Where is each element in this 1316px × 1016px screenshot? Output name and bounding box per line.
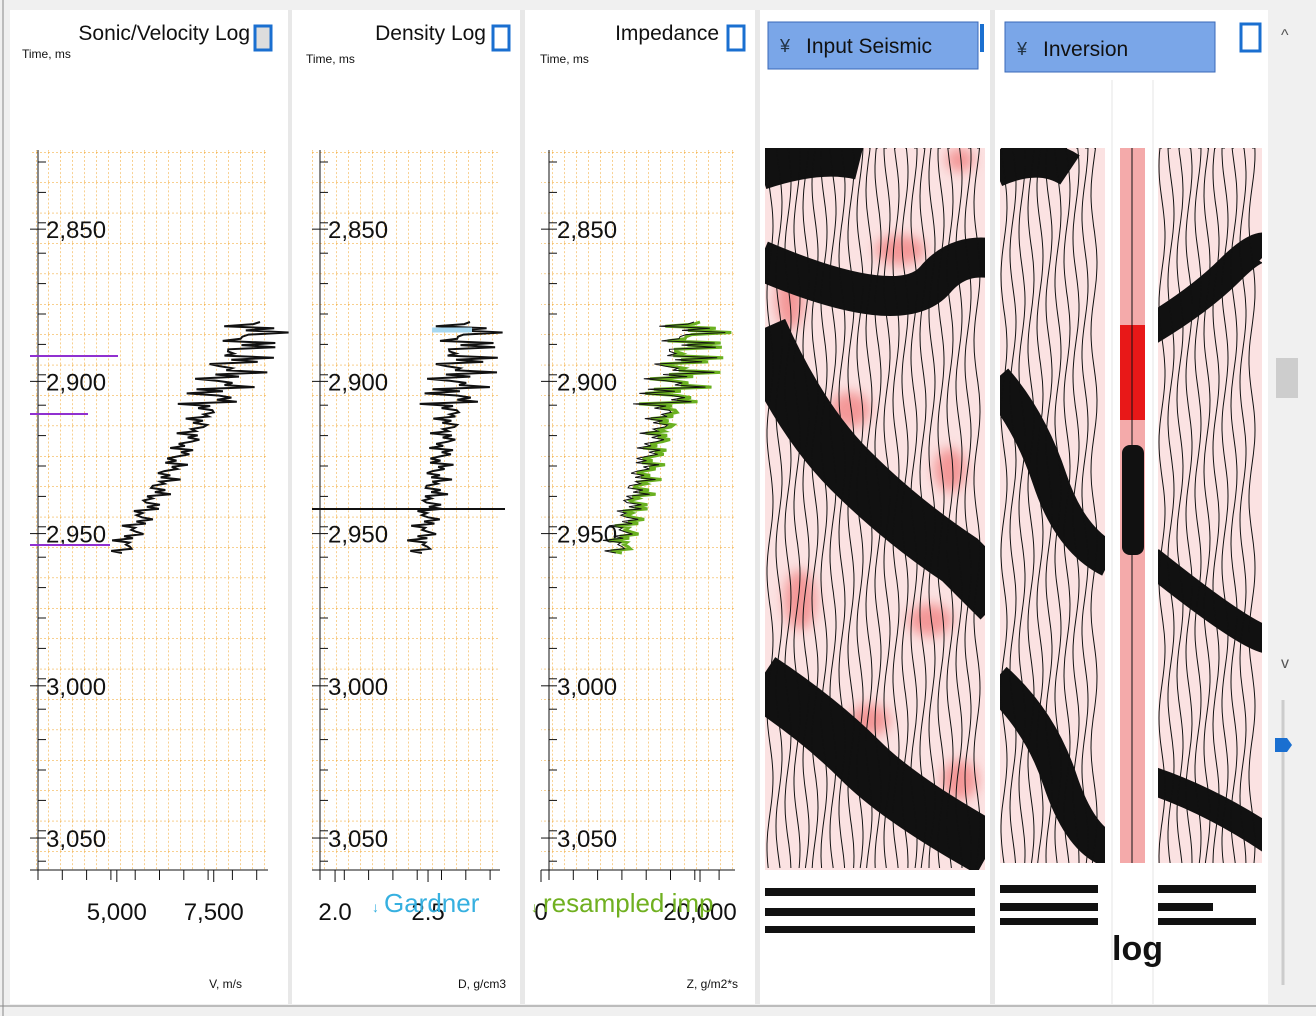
y-tick-label: 3,050 — [328, 826, 388, 853]
log-bar-black — [1122, 445, 1144, 555]
input-seismic-image — [760, 148, 1000, 870]
inversion-image — [995, 148, 1110, 868]
y-tick-label: 3,050 — [46, 826, 106, 853]
divider — [288, 10, 292, 1004]
divider — [520, 10, 525, 1004]
checkbox-edge — [980, 24, 984, 52]
input-seismic-label: Input Seismic — [806, 35, 932, 58]
x-axis-label: Z, g/m2*s — [687, 977, 738, 991]
inversion-label: Inversion — [1043, 38, 1128, 61]
y-tick-label: 3,050 — [557, 826, 617, 853]
y-tick-label: 2,850 — [46, 217, 106, 244]
x-axis-label: V, m/s — [209, 977, 242, 991]
panel-title: Impedance — [615, 22, 719, 45]
divider — [990, 10, 995, 1004]
log-panels: Sonic/Velocity Log Time, ms V, m/s 2,850 2,9… — [22, 22, 744, 991]
y-tick-label: 3,000 — [46, 674, 106, 701]
legend-marker: ↓ — [372, 899, 379, 915]
scrollbar[interactable] — [1270, 10, 1310, 1004]
inversion-image-2 — [1150, 148, 1270, 868]
scroll-down[interactable]: v — [1281, 655, 1289, 672]
legend-marker: ↓ — [531, 899, 538, 915]
y-tick-label: 2,850 — [557, 217, 617, 244]
scroll-up[interactable]: ^ — [1281, 27, 1289, 44]
y-tick-label: 2,950 — [557, 522, 617, 549]
checkbox[interactable] — [493, 26, 509, 50]
divider — [755, 10, 760, 1004]
checkbox[interactable] — [728, 26, 744, 50]
y-tick-label: 2,900 — [328, 369, 388, 396]
log-label: log — [1112, 930, 1163, 968]
legend-label: Gardner — [384, 888, 480, 918]
y-axis-label: Time, ms — [22, 47, 71, 61]
legend-label: resampled imp — [543, 888, 714, 918]
checkbox[interactable] — [1241, 24, 1260, 51]
x-tick-label: 5,000 — [87, 899, 147, 926]
y-tick-label: 2,850 — [328, 217, 388, 244]
y-tick-label: 3,000 — [328, 674, 388, 701]
x-tick-label: 2.0 — [318, 899, 351, 926]
x-axis-label: D, g/cm3 — [458, 977, 506, 991]
y-axis-label: Time, ms — [306, 52, 355, 66]
x-tick-label: 7,500 — [184, 899, 244, 926]
checkbox[interactable] — [255, 26, 271, 50]
collapse-icon: ¥ — [1016, 39, 1028, 59]
y-tick-label: 3,000 — [557, 674, 617, 701]
y-tick-label: 2,900 — [46, 369, 106, 396]
screen: ¥ Input Seismic ¥ Inversion log ^ v Soni… — [0, 0, 1316, 1016]
y-tick-label: 2,900 — [557, 369, 617, 396]
y-tick-label: 2,950 — [328, 522, 388, 549]
panel-title: Density Log — [375, 22, 486, 45]
panel-title: Sonic/Velocity Log — [78, 22, 250, 45]
scroll-thumb[interactable] — [1276, 358, 1298, 398]
collapse-icon: ¥ — [779, 36, 791, 56]
y-axis-label: Time, ms — [540, 52, 589, 66]
